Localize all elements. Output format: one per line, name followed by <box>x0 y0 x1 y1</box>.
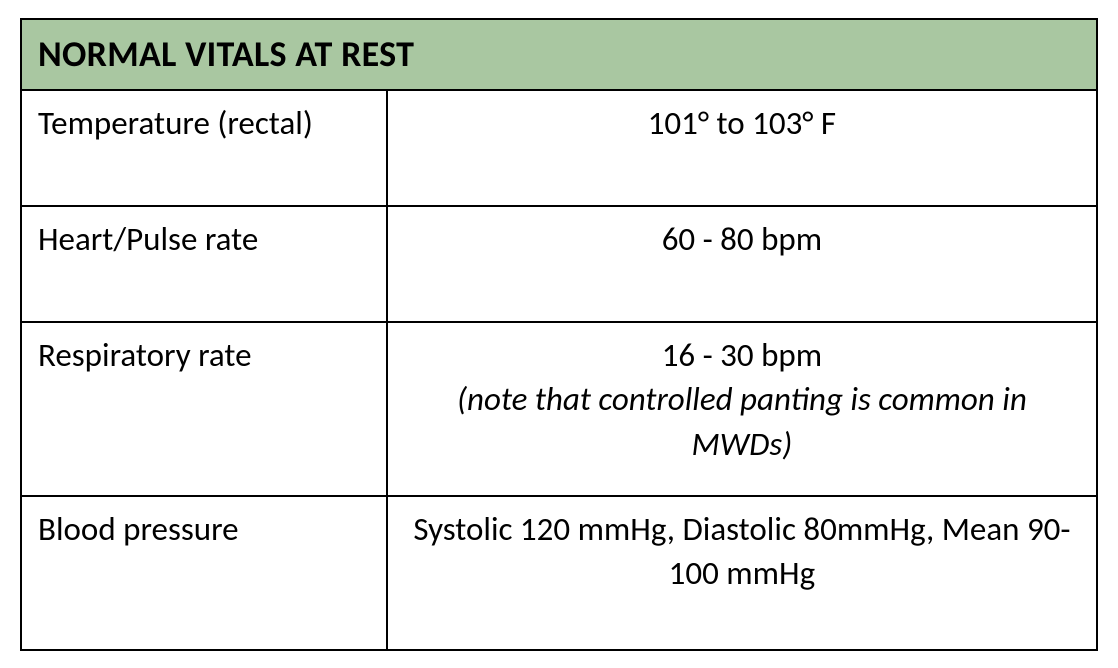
vitals-table: NORMAL VITALS AT REST Temperature (recta… <box>20 18 1098 651</box>
row-value: 101° to 103° F <box>387 90 1097 206</box>
row-label: Respiratory rate <box>21 322 387 496</box>
table-row: Blood pressure Systolic 120 mmHg, Diasto… <box>21 496 1097 650</box>
row-label: Heart/Pulse rate <box>21 206 387 322</box>
value-text: 16 - 30 bpm <box>662 335 822 375</box>
row-label: Temperature (rectal) <box>21 90 387 206</box>
value-text: Systolic 120 mmHg, Diastolic 80mmHg, Mea… <box>413 509 1070 594</box>
table-row: Respiratory rate 16 - 30 bpm (note that … <box>21 322 1097 496</box>
table-title: NORMAL VITALS AT REST <box>21 19 1097 90</box>
table-header-row: NORMAL VITALS AT REST <box>21 19 1097 90</box>
value-text: 101° to 103° F <box>648 103 836 143</box>
row-value: 16 - 30 bpm (note that controlled pantin… <box>387 322 1097 496</box>
row-value: 60 - 80 bpm <box>387 206 1097 322</box>
table-row: Temperature (rectal) 101° to 103° F <box>21 90 1097 206</box>
value-note: (note that controlled panting is common … <box>404 377 1080 466</box>
row-label: Blood pressure <box>21 496 387 650</box>
table-row: Heart/Pulse rate 60 - 80 bpm <box>21 206 1097 322</box>
value-text: 60 - 80 bpm <box>662 219 822 259</box>
row-value: Systolic 120 mmHg, Diastolic 80mmHg, Mea… <box>387 496 1097 650</box>
